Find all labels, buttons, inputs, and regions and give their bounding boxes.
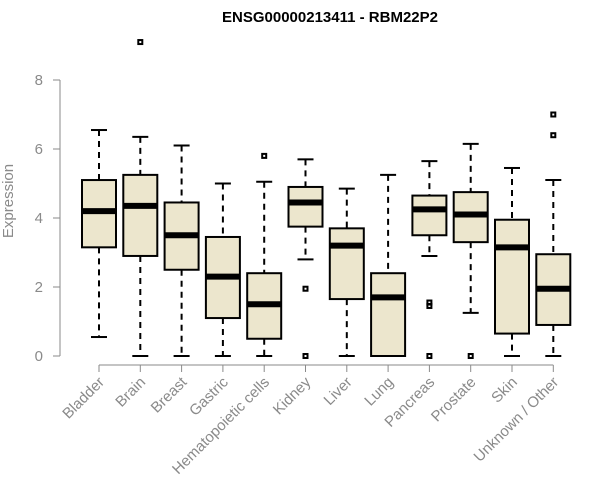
outlier-point	[550, 132, 557, 139]
chart-title: ENSG00000213411 - RBM22P2	[222, 9, 438, 26]
box-breast	[163, 144, 200, 357]
x-tick-label: Skin	[488, 374, 521, 407]
x-tick-label: Lung	[361, 374, 397, 410]
y-tick-label: 8	[35, 72, 43, 89]
iqr-box	[328, 227, 365, 301]
box-bladder	[81, 129, 117, 339]
y-tick-label: 6	[35, 141, 43, 158]
y-axis-label: Expression	[0, 164, 17, 238]
box-unknown-other	[535, 111, 572, 357]
iqr-box	[122, 173, 159, 257]
y-tick-label: 2	[35, 279, 43, 296]
x-tick-label: Liver	[321, 374, 356, 409]
x-tick-label: Prostate	[428, 374, 480, 426]
box-hematopoietic-cells	[246, 152, 283, 357]
box-pancreas	[411, 160, 448, 359]
box-liver	[328, 187, 365, 357]
outlier-point	[137, 39, 144, 46]
outlier-point	[261, 152, 268, 159]
outlier-point	[302, 285, 309, 292]
outlier-point	[302, 353, 309, 359]
x-tick-label: Kidney	[270, 373, 315, 418]
box-prostate	[452, 142, 489, 359]
x-tick-label: Brain	[112, 374, 149, 411]
y-axis: 0 2 4 6 8	[35, 72, 61, 365]
outlier-point	[550, 111, 557, 118]
box-brain	[122, 39, 159, 357]
y-tick-label: 0	[35, 348, 43, 365]
outlier-point	[426, 353, 433, 359]
box-kidney	[287, 158, 324, 359]
box-gastric	[204, 182, 241, 357]
iqr-box	[411, 194, 448, 237]
iqr-box	[287, 185, 324, 228]
outlier-point	[467, 353, 474, 359]
x-tick-label: Bladder	[59, 374, 108, 423]
iqr-box	[370, 272, 407, 358]
x-tick-label: Breast	[148, 373, 191, 416]
y-tick-label: 4	[35, 210, 43, 227]
outlier-point	[426, 302, 433, 309]
iqr-box	[494, 218, 530, 335]
boxes-group	[81, 39, 572, 359]
box-skin	[494, 166, 530, 357]
box-lung	[370, 173, 407, 358]
